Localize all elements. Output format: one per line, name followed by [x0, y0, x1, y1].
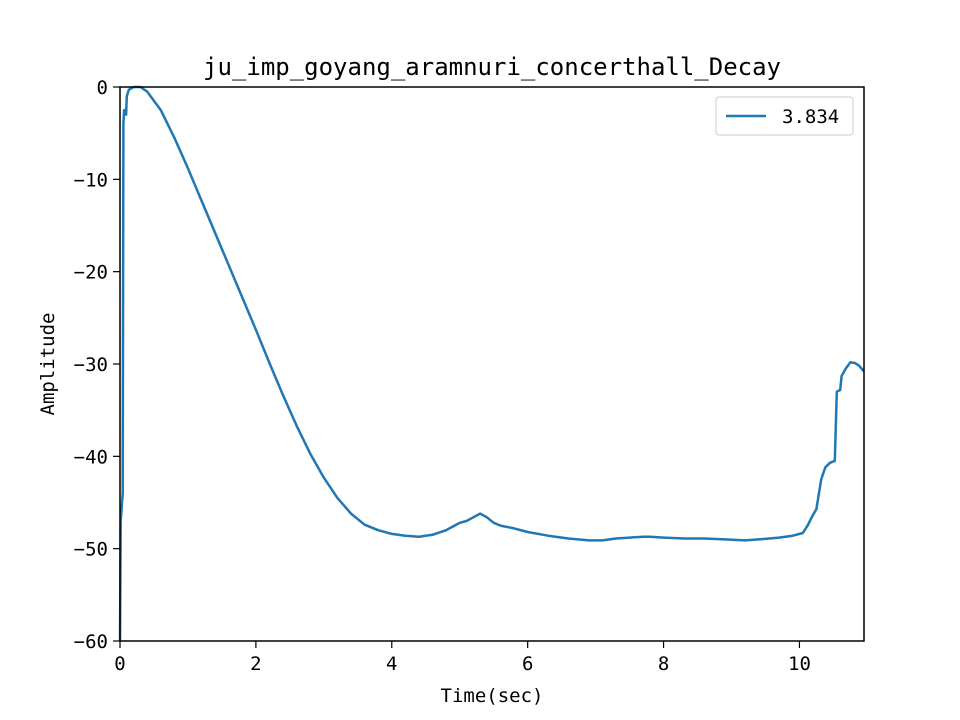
y-tick-label: 0 — [97, 77, 108, 99]
x-tick-label: 4 — [386, 653, 397, 675]
x-axis-label: Time(sec) — [441, 685, 544, 707]
y-axis-label: Amplitude — [37, 313, 59, 416]
y-tick-label: −20 — [74, 262, 108, 284]
x-tick-label: 8 — [658, 653, 669, 675]
legend-label: 3.834 — [782, 106, 839, 128]
y-tick-label: −50 — [74, 539, 108, 561]
x-tick-label: 2 — [250, 653, 261, 675]
y-tick-label: −40 — [74, 446, 108, 468]
x-axis-ticks: 0 2 4 6 8 10 — [114, 641, 811, 675]
x-tick-label: 0 — [114, 653, 125, 675]
y-tick-label: −30 — [74, 354, 108, 376]
axes-frame — [119, 86, 865, 642]
x-tick-label: 6 — [522, 653, 533, 675]
series-line-3834 — [118, 85, 865, 642]
y-tick-label: −10 — [74, 169, 108, 191]
legend-box — [715, 96, 854, 136]
x-tick-label: 10 — [788, 653, 811, 675]
y-axis-ticks: 0 −10 −20 −30 −40 −50 −60 — [74, 77, 120, 653]
legend: 3.834 — [715, 96, 854, 136]
chart-title: ju_imp_goyang_aramnuri_concerthall_Decay — [203, 53, 781, 81]
y-tick-label: −60 — [74, 631, 108, 653]
plot-area — [118, 85, 865, 642]
